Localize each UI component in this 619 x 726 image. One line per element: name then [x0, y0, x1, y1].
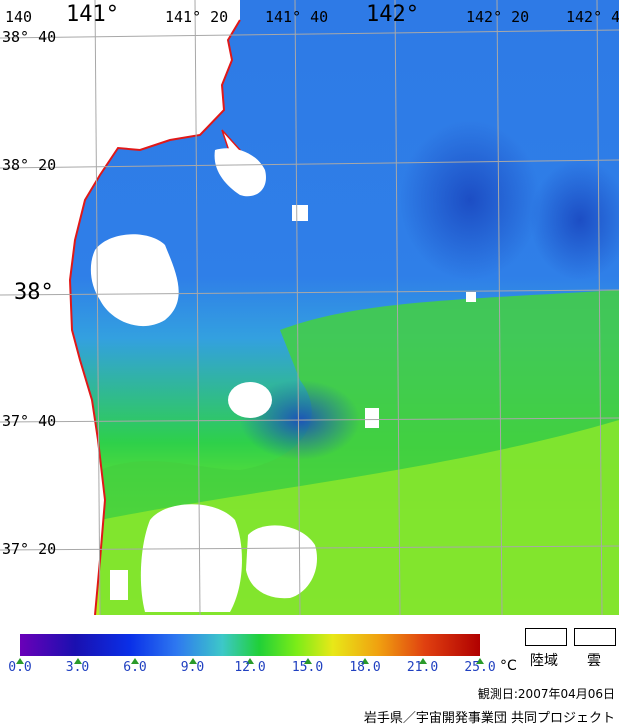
- color-bar-tick-label: 18.0: [349, 660, 381, 675]
- longitude-label: 142° 20: [466, 8, 530, 26]
- cloud: [140, 504, 242, 612]
- cloud: [90, 234, 179, 327]
- land-legend-label: 陸域: [530, 653, 558, 669]
- color-bar-tick: [476, 658, 484, 664]
- latitude-label: 37° 40: [2, 412, 57, 430]
- color-bar-tick-label: 6.0: [123, 660, 147, 675]
- cold-eddy: [400, 120, 540, 280]
- coastline: [68, 19, 241, 615]
- color-bar-tick-label: 25.0: [464, 660, 496, 675]
- project-credit: 岩手県／宇宙開発事業団 共同プロジェクト: [363, 711, 615, 726]
- longitude-label: 140: [5, 8, 33, 26]
- color-bar-tick-label: 15.0: [291, 660, 324, 675]
- cloud: [365, 408, 379, 428]
- color-bar-tick-label: 12.0: [234, 660, 266, 675]
- cloud: [246, 525, 318, 599]
- latitude-label: 37° 20: [2, 540, 57, 558]
- longitude-label: 142°: [366, 2, 419, 27]
- land-area: [0, 0, 240, 615]
- temperature-color-bar: [20, 634, 480, 656]
- color-bar-tick: [361, 658, 369, 664]
- temperature-unit: °C: [500, 658, 517, 674]
- color-bar-tick: [16, 658, 24, 664]
- cloud: [214, 148, 266, 197]
- cloud: [110, 570, 128, 600]
- latitude-label: 38° 40: [2, 28, 57, 46]
- cloud: [228, 382, 272, 418]
- color-bar-tick-label: 21.0: [406, 660, 439, 675]
- color-bar-tick: [131, 658, 139, 664]
- cloud: [292, 205, 308, 221]
- color-bar-tick: [73, 658, 82, 664]
- longitude-label: 141°: [66, 2, 119, 27]
- longitude-label: 141° 20: [165, 8, 229, 26]
- color-bar-tick: [418, 658, 427, 664]
- color-bar-tick-label: 0.0: [8, 660, 32, 675]
- latitude-label: 38°: [14, 280, 54, 305]
- longitude-label: 141° 40: [265, 8, 329, 26]
- cloud: [466, 292, 476, 302]
- observation-date: 観測日:2007年04月06日: [477, 687, 615, 701]
- color-bar-tick: [246, 658, 254, 664]
- longitude-label: 142° 40: [566, 8, 619, 26]
- cloud-legend-swatch: [574, 628, 616, 646]
- cold-eddy: [530, 160, 619, 280]
- latitude-label: 38° 20: [2, 156, 57, 174]
- color-bar-tick-label: 3.0: [65, 660, 90, 675]
- cloud-legend-label: 雲: [587, 653, 601, 669]
- color-bar-tick-label: 9.0: [180, 660, 205, 675]
- color-bar-tick: [303, 658, 312, 664]
- sea-surface-temperature-map: [0, 0, 619, 615]
- graticule: [0, 0, 619, 615]
- land-legend-swatch: [525, 628, 567, 646]
- color-bar-tick: [188, 658, 197, 664]
